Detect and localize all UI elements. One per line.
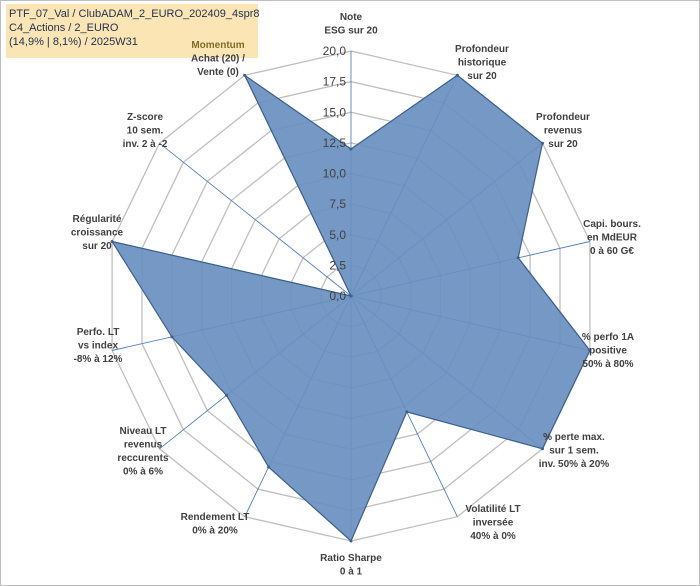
data-point	[267, 465, 271, 469]
axis-label: Profondeur revenus sur 20	[536, 112, 590, 150]
title-line-1: PTF_07_Val / ClubADAM_2_EURO_202409_4spr…	[9, 8, 260, 20]
chart-title-box: PTF_07_Val / ClubADAM_2_EURO_202409_4spr…	[6, 4, 260, 58]
data-point	[349, 294, 353, 298]
data-point	[349, 539, 353, 543]
data-point	[170, 335, 174, 339]
data-point	[516, 256, 520, 260]
title-line-2: C4_Actions / 2_EURO	[9, 22, 119, 34]
axis-label: Niveau LT revenus reccurents 0% à 6%	[117, 426, 169, 478]
data-point	[225, 393, 228, 397]
axis-label: Perfo. LT vs index -8% à 12%	[74, 327, 123, 365]
radial-tick-label: 12,5	[323, 136, 347, 150]
axis-label: % perfo 1A positive 50% à 80%	[582, 332, 634, 370]
data-point	[349, 147, 353, 151]
data-point	[588, 349, 592, 352]
axis-label: Z-score 10 sem. inv. 2 à -2	[123, 112, 168, 150]
axis-label: Rendement LT 0% à 20%	[181, 512, 250, 537]
data-point	[243, 73, 247, 77]
data-point	[541, 447, 544, 451]
axis-label: Profondeur historique sur 20	[455, 44, 509, 82]
axis-label: Régularité croissance sur 20	[71, 214, 124, 252]
radial-tick-label: 0,0	[329, 289, 346, 303]
axis-label: Capi. bours. en MdEUR 0 à 60 G€	[583, 219, 641, 257]
data-point	[110, 240, 114, 243]
data-point	[455, 73, 459, 77]
title-line-3: (14,9% | 8,1%) / 2025W31	[9, 36, 138, 48]
radial-tick-label: 17,5	[323, 75, 347, 89]
data-point	[541, 141, 544, 145]
axis-label: Volatilité LT inversée 40% à 0%	[465, 504, 520, 542]
radial-tick-label: 20,0	[323, 44, 347, 58]
data-point	[405, 410, 409, 414]
axis-spoke	[159, 142, 352, 297]
radial-tick-label: 7,5	[329, 197, 346, 211]
axis-label: Momentum Achat (20) / Vente (0)	[191, 40, 245, 78]
axis-label: Ratio Sharpe 0 à 1	[320, 553, 382, 578]
radial-tick-label: 10,0	[323, 167, 347, 181]
radial-tick-label: 2,5	[329, 258, 346, 272]
axis-label: Note ESG sur 20	[324, 12, 378, 37]
axis-label: % perte max. sur 1 sem. inv. 50% à 20%	[539, 432, 610, 470]
radial-tick-label: 15,0	[323, 105, 347, 119]
radial-tick-label: 5,0	[329, 228, 346, 242]
